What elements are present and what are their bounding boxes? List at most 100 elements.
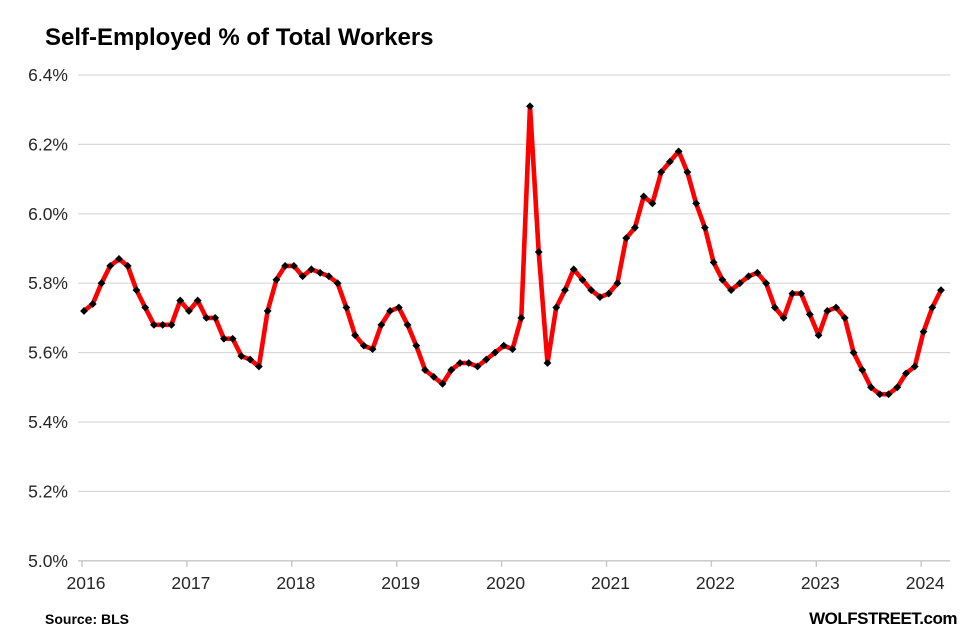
data-point-marker	[604, 289, 613, 298]
data-point-marker	[919, 327, 928, 336]
data-point-marker	[281, 261, 290, 270]
data-point-marker	[220, 334, 228, 343]
x-axis-label: 2020	[486, 573, 525, 593]
data-point-marker	[727, 286, 736, 295]
data-point-marker	[464, 359, 473, 367]
data-point-marker	[867, 383, 875, 392]
data-point-marker	[508, 345, 517, 354]
data-point-marker	[368, 345, 377, 354]
data-point-marker	[543, 359, 552, 367]
data-point-marker	[298, 272, 307, 281]
data-point-marker	[587, 286, 596, 295]
data-point-marker	[377, 320, 386, 329]
data-point-marker	[552, 303, 561, 312]
data-point-marker	[805, 310, 814, 319]
data-point-marker	[482, 355, 491, 364]
data-point-marker	[132, 286, 141, 295]
data-point-marker	[596, 293, 604, 301]
data-point-marker	[534, 248, 543, 256]
data-point-marker	[561, 286, 569, 295]
data-point-marker	[228, 334, 237, 343]
data-point-marker	[937, 286, 945, 295]
x-axis-label: 2022	[696, 573, 735, 593]
data-point-marker	[526, 102, 534, 111]
data-point-marker	[342, 303, 351, 312]
x-axis-label: 2018	[276, 573, 315, 593]
data-point-marker	[421, 366, 429, 374]
data-point-marker	[700, 223, 709, 232]
data-point-marker	[928, 303, 937, 312]
x-axis-label: 2024	[906, 573, 945, 593]
data-point-marker	[744, 272, 753, 281]
data-point-marker	[884, 390, 893, 399]
data-point-marker	[255, 362, 263, 371]
y-axis-label: 5.8%	[28, 273, 68, 293]
source-note: Source: BLS	[45, 611, 130, 627]
data-point-marker	[141, 303, 150, 312]
data-point-marker	[622, 234, 631, 242]
data-point-marker	[631, 223, 639, 232]
data-point-marker	[797, 289, 805, 298]
chart-title: Self-Employed % of Total Workers	[45, 24, 434, 51]
data-point-marker	[324, 272, 333, 281]
data-point-marker	[875, 390, 884, 399]
data-point-marker	[158, 320, 167, 329]
data-point-marker	[246, 355, 255, 364]
data-point-marker	[80, 307, 88, 315]
data-point-marker	[814, 331, 823, 340]
data-point-marker	[307, 265, 316, 274]
data-point-marker	[115, 255, 123, 263]
data-point-marker	[202, 314, 211, 322]
data-point-marker	[666, 157, 674, 166]
data-point-marker	[893, 383, 902, 392]
data-point-marker	[762, 279, 771, 288]
data-point-marker	[167, 320, 176, 329]
data-point-marker	[569, 265, 578, 274]
x-axis-label: 2019	[381, 573, 420, 593]
data-point-marker	[613, 279, 622, 288]
data-point-marker	[237, 352, 246, 360]
data-point-marker	[351, 331, 359, 340]
chart-footer: Source: BLS WOLFSTREET.com	[0, 606, 963, 632]
site-watermark: WOLFSTREET.com	[809, 609, 957, 628]
data-point-marker	[910, 362, 919, 371]
data-point-marker	[106, 261, 115, 270]
y-axis-label: 5.6%	[28, 343, 68, 363]
x-axis-label: 2017	[171, 573, 210, 593]
x-axis-label: 2021	[591, 573, 630, 593]
data-point-marker	[770, 303, 779, 312]
data-point-marker	[394, 303, 403, 312]
data-point-marker	[779, 314, 788, 322]
data-point-marker	[412, 341, 421, 350]
data-point-marker	[683, 168, 692, 177]
data-point-marker	[735, 279, 744, 288]
data-point-marker	[578, 275, 587, 284]
y-axis-label: 5.2%	[28, 481, 68, 501]
data-point-marker	[97, 279, 106, 288]
data-point-marker	[333, 279, 342, 288]
data-point-marker	[709, 258, 718, 267]
y-axis-label: 6.4%	[28, 65, 68, 85]
data-point-marker	[858, 366, 867, 374]
data-point-marker	[473, 362, 482, 371]
data-point-marker	[386, 307, 394, 315]
data-point-marker	[788, 289, 797, 298]
data-point-marker	[263, 307, 272, 315]
data-point-marker	[657, 168, 666, 177]
data-point-marker	[832, 303, 840, 312]
data-point-marker	[517, 314, 526, 322]
data-point-marker	[185, 307, 193, 315]
y-axis-label: 6.2%	[28, 134, 68, 154]
data-point-marker	[176, 296, 185, 305]
y-axis-label: 5.4%	[28, 412, 68, 432]
data-point-marker	[403, 320, 412, 329]
data-point-marker	[823, 307, 832, 315]
data-point-marker	[499, 341, 508, 350]
y-axis-label: 5.0%	[28, 551, 68, 571]
data-point-marker	[491, 348, 499, 357]
data-point-marker	[849, 348, 858, 357]
data-point-marker	[840, 314, 849, 322]
data-point-marker	[456, 359, 464, 367]
data-point-marker	[123, 261, 132, 270]
